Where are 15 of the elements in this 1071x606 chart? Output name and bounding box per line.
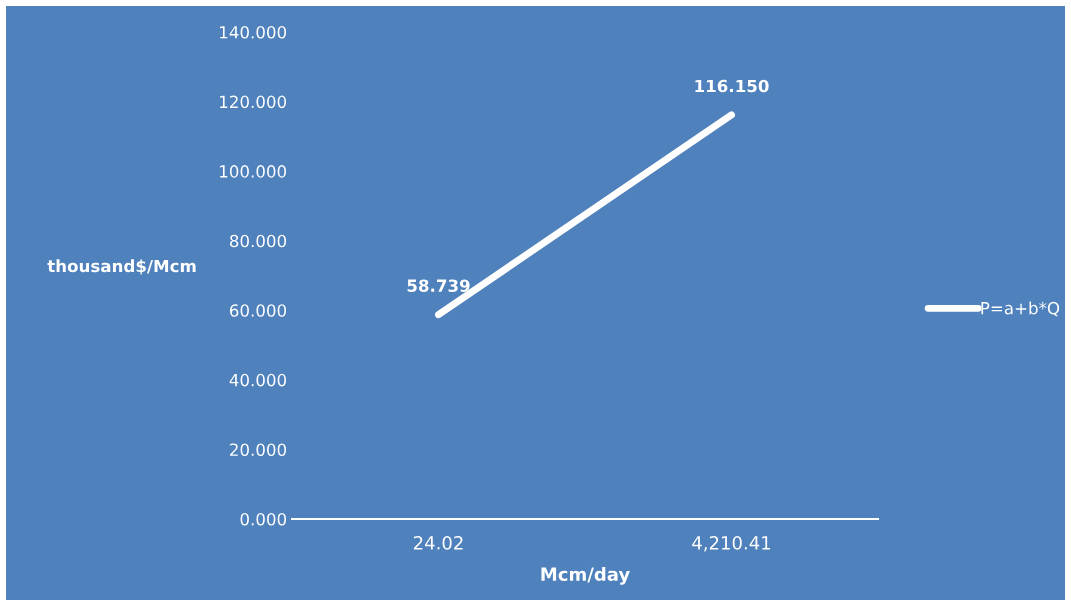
data-label: 116.150 (695, 79, 769, 93)
x-tick-label: 24.02 (413, 535, 463, 550)
y-tick-label: 40.000 (229, 373, 287, 387)
x-axis-title: Mcm/day (541, 567, 630, 585)
y-tick-label: 120.000 (220, 95, 287, 109)
y-tick-label: 60.000 (229, 304, 287, 317)
y-tick-label: 20.000 (230, 443, 287, 456)
data-label: 58.739 (407, 279, 470, 292)
y-tick-label: 100.000 (220, 165, 287, 178)
y-tick-label: 0.000 (240, 512, 287, 526)
legend-label: P=a+b*Q (981, 301, 1060, 317)
y-tick-label: 140.000 (220, 25, 287, 39)
y-tick-label: 80.000 (229, 234, 287, 248)
y-axis-title: thousand$/Mcm (47, 259, 196, 275)
x-tick-label: 4,210.41 (692, 535, 771, 552)
